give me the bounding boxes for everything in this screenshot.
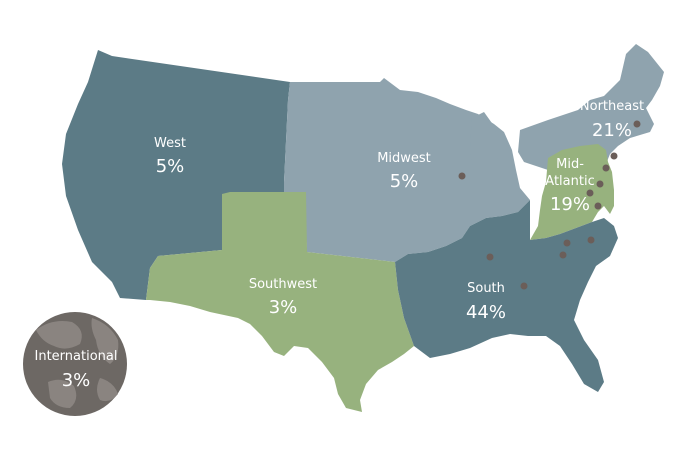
south-percent: 44% [466,302,506,323]
international-percent: 3% [62,370,91,391]
northeast-label: Northeast [580,99,644,114]
south-label: South [467,281,505,296]
midatlantic-percent: 19% [550,194,590,215]
midatlantic-label-line1: Mid- [556,157,584,172]
city-dot [563,239,571,247]
region-michigan [470,112,500,176]
city-dot [602,164,610,172]
city-dot [587,236,595,244]
city-dot [610,152,618,160]
midwest-label: Midwest [377,151,431,166]
city-dot [458,172,466,180]
region-northeast[interactable] [518,44,664,178]
west-label: West [154,136,186,151]
city-dot [596,180,604,188]
midwest-percent: 5% [390,171,419,192]
southwest-label: Southwest [249,277,317,292]
city-dot [633,120,641,128]
west-percent: 5% [156,156,185,177]
midatlantic-label-line2: Atlantic [545,174,594,189]
city-dot [594,202,602,210]
region-midwest[interactable] [284,78,530,262]
globe-icon [23,312,127,416]
northeast-percent: 21% [592,120,632,141]
region-midatlantic[interactable] [530,144,614,240]
city-dot [520,282,528,290]
region-south[interactable] [395,200,618,392]
southwest-percent: 3% [269,297,298,318]
international-label: International [35,349,118,364]
city-dot [559,251,567,259]
region-southwest[interactable] [146,192,414,412]
city-dot [486,253,494,261]
city-dot [586,189,594,197]
